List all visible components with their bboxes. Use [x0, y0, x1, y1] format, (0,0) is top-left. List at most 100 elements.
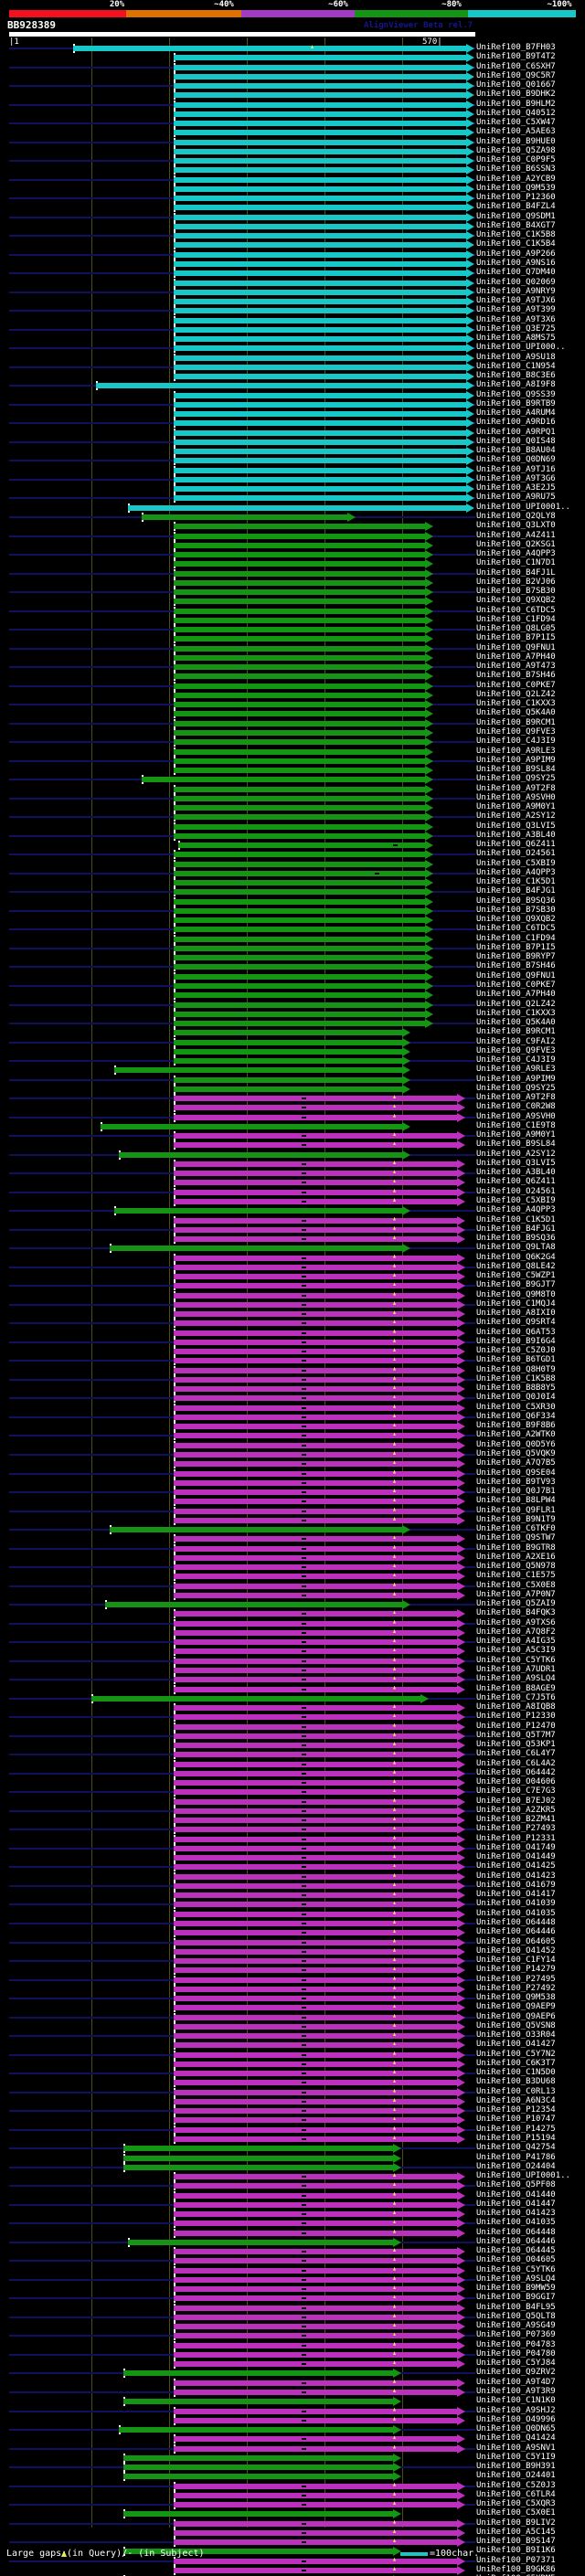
hit-label[interactable]: UniRef100_B8B8Y5 [476, 1383, 556, 1394]
hsp-bar[interactable] [174, 1506, 465, 1516]
hsp-bar[interactable] [174, 2190, 465, 2200]
alignment-row[interactable]: UniRef100_Q42754 [0, 2143, 585, 2154]
hsp-bar[interactable] [174, 53, 474, 63]
hit-label[interactable]: UniRef100_Q9SDM1 [476, 211, 556, 221]
hsp-bar[interactable] [174, 90, 474, 101]
hit-label[interactable]: UniRef100_A9SLQ4 [476, 1674, 556, 1684]
hsp-bar[interactable] [174, 727, 433, 737]
hsp-bar[interactable] [174, 2050, 465, 2060]
alignment-row[interactable]: UniRef100_C5X0E8 [0, 1581, 585, 1591]
alignment-row[interactable]: UniRef100_O41035 [0, 2218, 585, 2229]
alignment-row[interactable]: UniRef100_B9RCM1 [0, 718, 585, 728]
hsp-bar[interactable] [174, 1572, 465, 1582]
alignment-row[interactable]: UniRef100_A7Q8F2 [0, 1627, 585, 1638]
hit-label[interactable]: UniRef100_B2VJ06 [476, 577, 556, 587]
alignment-row[interactable]: UniRef100_Q9SE04 [0, 1468, 585, 1479]
hit-label[interactable]: UniRef100_A3E2J5 [476, 483, 556, 493]
hsp-bar[interactable] [91, 1693, 429, 1703]
hsp-bar[interactable] [174, 62, 474, 72]
hit-label[interactable]: UniRef100_A7Q7B5 [476, 1458, 556, 1468]
hsp-bar[interactable] [174, 1778, 465, 1788]
alignment-row[interactable]: UniRef100_O41039 [0, 1899, 585, 1910]
hit-label[interactable]: UniRef100_A5C3I9 [476, 1646, 556, 1656]
hsp-bar[interactable] [119, 1150, 410, 1160]
hsp-bar[interactable] [174, 231, 474, 241]
hit-label[interactable]: UniRef100_O41425 [476, 1861, 556, 1871]
alignment-row[interactable]: UniRef100_C1N7D1 [0, 558, 585, 569]
hsp-bar[interactable] [174, 287, 474, 297]
alignment-row[interactable]: UniRef100_B9DHK2 [0, 90, 585, 101]
hsp-bar[interactable] [174, 2256, 465, 2266]
hit-label[interactable]: UniRef100_Q9AEP6 [476, 2011, 556, 2021]
hsp-bar[interactable] [174, 1028, 410, 1038]
hsp-bar[interactable] [174, 2500, 465, 2510]
hsp-bar[interactable] [174, 718, 433, 728]
hit-label[interactable]: UniRef100_Q9FNU1 [476, 642, 556, 652]
alignment-row[interactable]: UniRef100_O41423 [0, 1871, 585, 1882]
hit-label[interactable]: UniRef100_B9H391 [476, 2462, 556, 2472]
hsp-bar[interactable] [174, 822, 433, 832]
hit-label[interactable]: UniRef100_C6L4A2 [476, 1758, 556, 1768]
hsp-bar[interactable] [174, 119, 474, 129]
alignment-row[interactable]: UniRef100_Q9FVE3 [0, 1045, 585, 1056]
hit-label[interactable]: UniRef100_Q9ZRV2 [476, 2368, 556, 2378]
hsp-bar[interactable] [174, 2096, 465, 2106]
alignment-row[interactable]: UniRef100_B6TGD1 [0, 1355, 585, 1366]
hit-label[interactable]: UniRef100_B9I6G4 [476, 1336, 556, 1346]
hit-label[interactable]: UniRef100_Q5VQK9 [476, 1449, 556, 1458]
alignment-row[interactable]: UniRef100_A3BL40 [0, 831, 585, 841]
alignment-row[interactable]: UniRef100_O41427 [0, 2040, 585, 2051]
hit-label[interactable]: UniRef100_Q40512 [476, 108, 556, 118]
alignment-row[interactable]: UniRef100_C4J3I9 [0, 1055, 585, 1066]
hsp-bar[interactable] [123, 2463, 401, 2473]
hit-label[interactable]: UniRef100_Q9FVE3 [476, 726, 556, 737]
hsp-bar[interactable] [174, 1581, 465, 1591]
hit-label[interactable]: UniRef100_A9PIM9 [476, 1074, 556, 1084]
alignment-row[interactable]: UniRef100_B9TV93 [0, 1478, 585, 1488]
hit-label[interactable]: UniRef100_B9RCM1 [476, 1027, 556, 1037]
hit-label[interactable]: UniRef100_B9SL84 [476, 1140, 556, 1150]
alignment-row[interactable]: UniRef100_Q9AEP9 [0, 2002, 585, 2013]
hsp-bar[interactable] [174, 1000, 433, 1010]
hit-label[interactable]: UniRef100_C1K5D1 [476, 877, 556, 887]
hit-label[interactable]: UniRef100_Q6F334 [476, 1411, 556, 1421]
hsp-bar[interactable] [105, 1600, 410, 1610]
hsp-bar[interactable] [174, 1825, 465, 1835]
alignment-row[interactable]: UniRef100_B4FQK3 [0, 1608, 585, 1619]
hit-label[interactable]: UniRef100_O41039 [476, 1899, 556, 1909]
hit-label[interactable]: UniRef100_C4J3I9 [476, 737, 556, 747]
hit-label[interactable]: UniRef100_A9RU75 [476, 493, 556, 503]
hsp-bar[interactable] [174, 2125, 465, 2135]
hit-label[interactable]: UniRef100_B9S147 [476, 2537, 556, 2547]
hit-label[interactable]: UniRef100_B8C3E6 [476, 371, 556, 381]
hsp-bar[interactable] [174, 1994, 465, 2004]
hsp-bar[interactable] [174, 690, 433, 700]
hsp-bar[interactable] [123, 2472, 401, 2482]
hsp-bar[interactable] [174, 1759, 465, 1769]
alignment-row[interactable]: UniRef100_P27495 [0, 1975, 585, 1985]
hit-label[interactable]: UniRef100_C1FD94 [476, 614, 556, 624]
hit-label[interactable]: UniRef100_A9SNV1 [476, 2443, 556, 2453]
hsp-bar[interactable] [174, 1112, 465, 1122]
hsp-bar[interactable] [174, 1563, 465, 1573]
hit-label[interactable]: UniRef100_B7EJ02 [476, 1796, 556, 1806]
hsp-bar[interactable] [174, 1665, 465, 1675]
hit-label[interactable]: UniRef100_Q5QLT8 [476, 2311, 556, 2321]
hit-label[interactable]: UniRef100_UPI0001.. [476, 502, 570, 512]
hsp-bar[interactable] [174, 1881, 465, 1891]
hit-label[interactable]: UniRef100_A2SY12 [476, 1149, 556, 1159]
alignment-row[interactable]: UniRef100_O41035 [0, 1909, 585, 1919]
hit-label[interactable]: UniRef100_B6TGD1 [476, 1355, 556, 1365]
alignment-row[interactable]: UniRef100_A4Z411 [0, 531, 585, 541]
hsp-bar[interactable] [174, 1497, 465, 1507]
hit-label[interactable]: UniRef100_C6TKF0 [476, 1524, 556, 1534]
hsp-bar[interactable] [174, 1009, 433, 1019]
hsp-bar[interactable] [114, 1065, 410, 1076]
hit-label[interactable]: UniRef100_Q9FVE3 [476, 1045, 556, 1055]
hit-label[interactable]: UniRef100_C1E9T8 [476, 1120, 556, 1130]
hit-label[interactable]: UniRef100_Q9C5R7 [476, 70, 556, 80]
hsp-bar[interactable] [174, 1787, 465, 1797]
hit-label[interactable]: UniRef100_Q0DN69 [476, 455, 556, 465]
alignment-row[interactable]: UniRef100_O64446 [0, 1927, 585, 1938]
hit-label[interactable]: UniRef100_Q3LVI5 [476, 821, 556, 831]
